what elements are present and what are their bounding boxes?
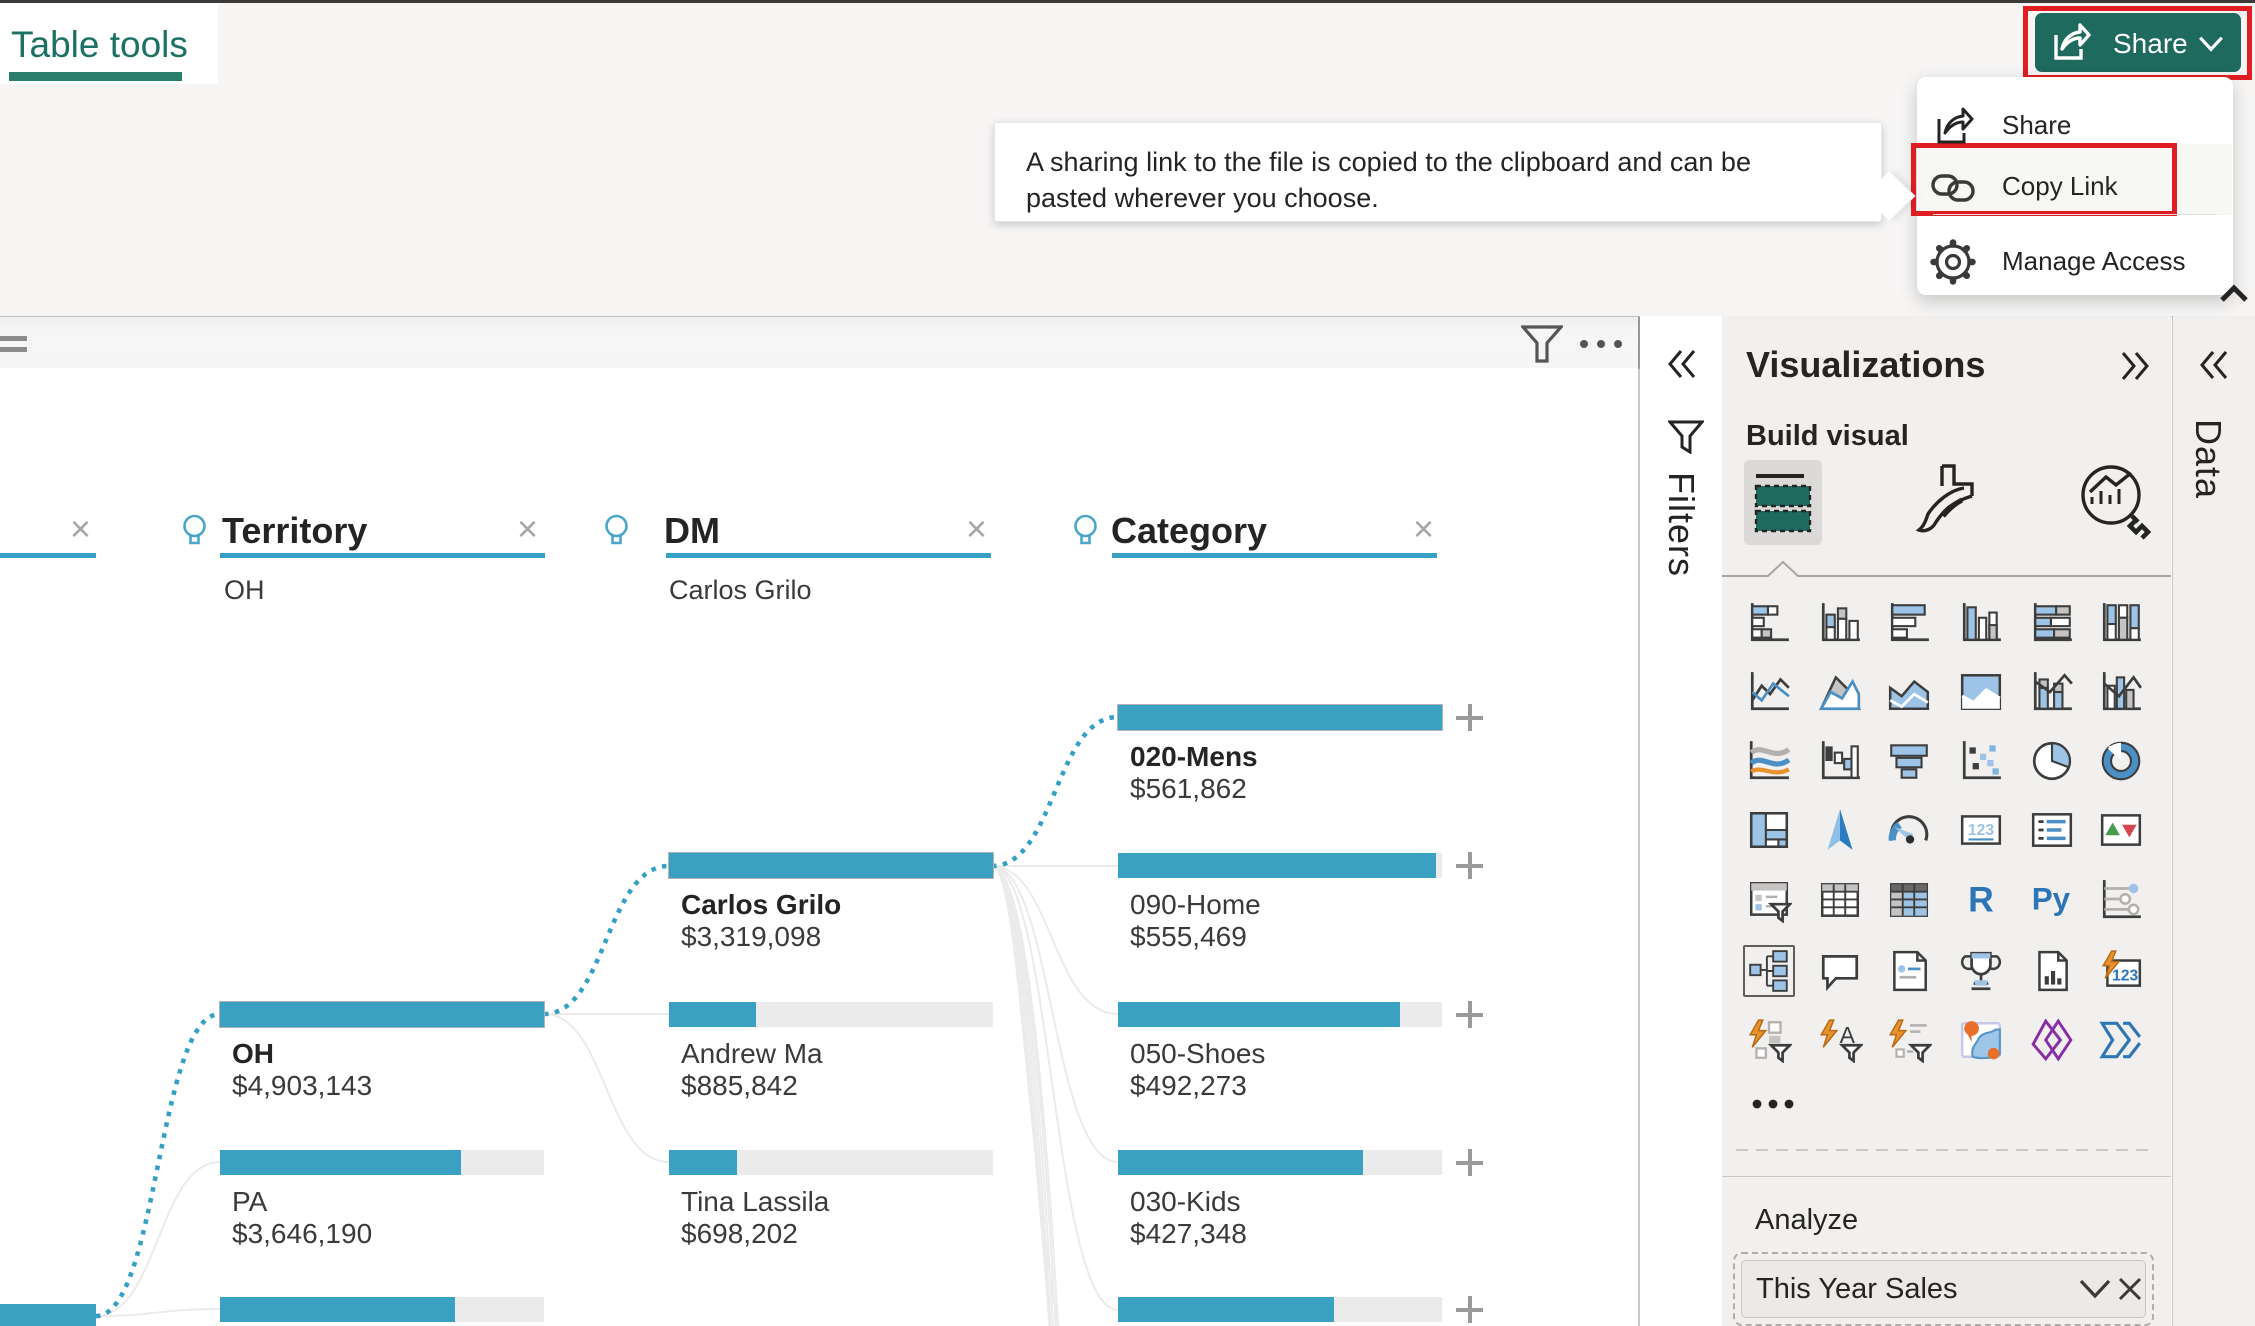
svg-text:123: 123	[1968, 822, 1994, 839]
svg-text:R: R	[1968, 880, 1994, 920]
svg-text:123: 123	[2112, 967, 2138, 984]
svg-text:A: A	[1840, 1022, 1856, 1048]
svg-text:Py: Py	[2032, 881, 2071, 916]
